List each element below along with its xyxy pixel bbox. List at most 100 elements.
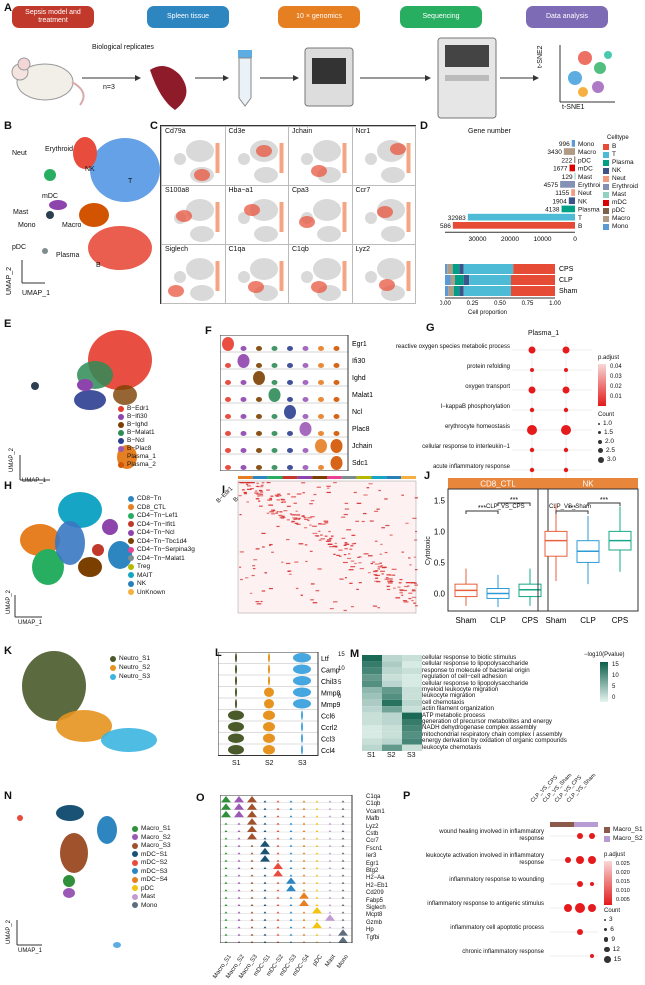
heatmap-cell xyxy=(384,578,389,580)
violin xyxy=(315,904,319,906)
violin xyxy=(287,346,293,351)
heatmap-cell xyxy=(320,538,326,540)
violin xyxy=(225,363,231,368)
heatmap-cell xyxy=(402,706,422,713)
violin xyxy=(328,822,332,825)
legend-swatch xyxy=(118,421,124,428)
heatmap-cell xyxy=(328,546,334,548)
heatmap-cell xyxy=(270,495,274,497)
violin xyxy=(315,933,319,936)
go-dot xyxy=(590,954,594,958)
go-heatmap-m xyxy=(362,655,422,751)
violin xyxy=(222,337,234,351)
gene-label: Plac8 xyxy=(352,426,370,433)
violin xyxy=(247,810,257,818)
legend-label: Neutro_S1 xyxy=(119,655,151,662)
violin xyxy=(341,926,345,929)
violin xyxy=(341,844,345,847)
padj-tick: 0.010 xyxy=(616,888,630,894)
cluster-label: Erythroid xyxy=(45,146,74,153)
x-tick-label: CLP xyxy=(580,616,596,625)
heatmap-cell xyxy=(304,518,309,521)
mini-umap xyxy=(301,140,347,183)
gene-name: Cd79a xyxy=(165,128,186,135)
step-10x-genomics: 10 × genomics xyxy=(278,6,360,28)
feature-plot-grid: Cd79a Cd3e Jchain Ncr1 S100a8 Hba−a1 Cpa3 Ccr7 S… xyxy=(160,125,416,304)
cluster-blob xyxy=(174,271,186,283)
violin xyxy=(247,833,257,840)
panel-label-a: A xyxy=(4,2,12,14)
count-item: 9 xyxy=(604,936,615,943)
heatmap-cell xyxy=(367,572,371,574)
go-dot xyxy=(563,447,569,453)
legend-label: pDC xyxy=(612,207,626,214)
heatmap-cell xyxy=(303,517,307,519)
heatmap-cell xyxy=(414,497,418,499)
heatmap-cell xyxy=(382,738,402,745)
heatmap-cell xyxy=(349,582,353,584)
heatmap-cell xyxy=(285,538,290,541)
violin xyxy=(247,803,257,810)
violin xyxy=(237,844,241,847)
legend-swatch xyxy=(128,563,134,570)
go-term: cellular response to lipopolysaccharide xyxy=(422,679,529,687)
expression-scale xyxy=(215,261,220,291)
chromium-device-icon xyxy=(304,47,354,107)
violin xyxy=(263,933,267,936)
bar-t xyxy=(467,213,575,221)
expression-hotspot xyxy=(311,165,327,177)
violin xyxy=(240,346,247,351)
gene-name: Cpa3 xyxy=(292,187,309,194)
expression-hotspot xyxy=(299,216,315,228)
legend-item: mDC xyxy=(603,199,627,206)
violin xyxy=(315,439,327,453)
significance-label: *** xyxy=(600,497,608,504)
heatmap-cell xyxy=(351,543,355,545)
heatmap-cell xyxy=(268,504,274,506)
violin xyxy=(328,911,332,914)
heatmap-cell xyxy=(275,495,280,497)
violin xyxy=(330,456,343,470)
legend-label: Macro_S2 xyxy=(141,833,171,841)
go-term: leukocyte migration xyxy=(422,692,476,700)
legend-item: Mono xyxy=(603,223,628,230)
heatmap-cell xyxy=(300,594,303,596)
violin xyxy=(237,822,241,825)
heatmap-cell xyxy=(339,578,344,580)
heatmap-cell xyxy=(405,522,409,524)
heatmap-cell xyxy=(269,497,272,499)
violin xyxy=(250,926,254,929)
violin xyxy=(341,822,345,825)
significance-label: *** xyxy=(568,505,576,512)
feature-plot-cell: Cpa3 xyxy=(288,185,353,245)
feature-plot-cell: Jchain xyxy=(288,126,353,186)
legend-swatch xyxy=(603,151,609,158)
cluster-blob xyxy=(364,153,377,165)
violin xyxy=(225,414,231,419)
go-dot xyxy=(564,904,572,912)
heatmap-cell xyxy=(324,535,328,537)
x-tick-label: 20000 xyxy=(501,236,519,243)
violin xyxy=(315,830,319,832)
violin xyxy=(235,664,237,674)
heatmap-cell xyxy=(320,534,323,536)
heatmap-cell xyxy=(315,590,320,592)
violin xyxy=(224,896,228,899)
heatmap-cell xyxy=(261,590,266,592)
legend-item: CD4−Tn−Tbc1d4 xyxy=(128,538,187,545)
violin xyxy=(225,380,231,385)
bio-replicates-label: Biological replicates xyxy=(92,44,154,51)
heatmap-cell xyxy=(377,607,380,609)
violin xyxy=(341,859,345,862)
violin xyxy=(341,904,345,906)
go-x-label: CLP_VS_Sham xyxy=(549,504,592,510)
legend-swatch xyxy=(128,555,134,561)
violin xyxy=(221,810,231,818)
cluster-blob xyxy=(301,271,313,283)
violin xyxy=(287,397,293,402)
workflow-illustration xyxy=(11,37,615,119)
scale-tick: 5 xyxy=(338,680,342,686)
violin xyxy=(276,911,280,914)
heatmap-cell xyxy=(317,568,322,570)
count-item: 2.5 xyxy=(598,447,615,454)
